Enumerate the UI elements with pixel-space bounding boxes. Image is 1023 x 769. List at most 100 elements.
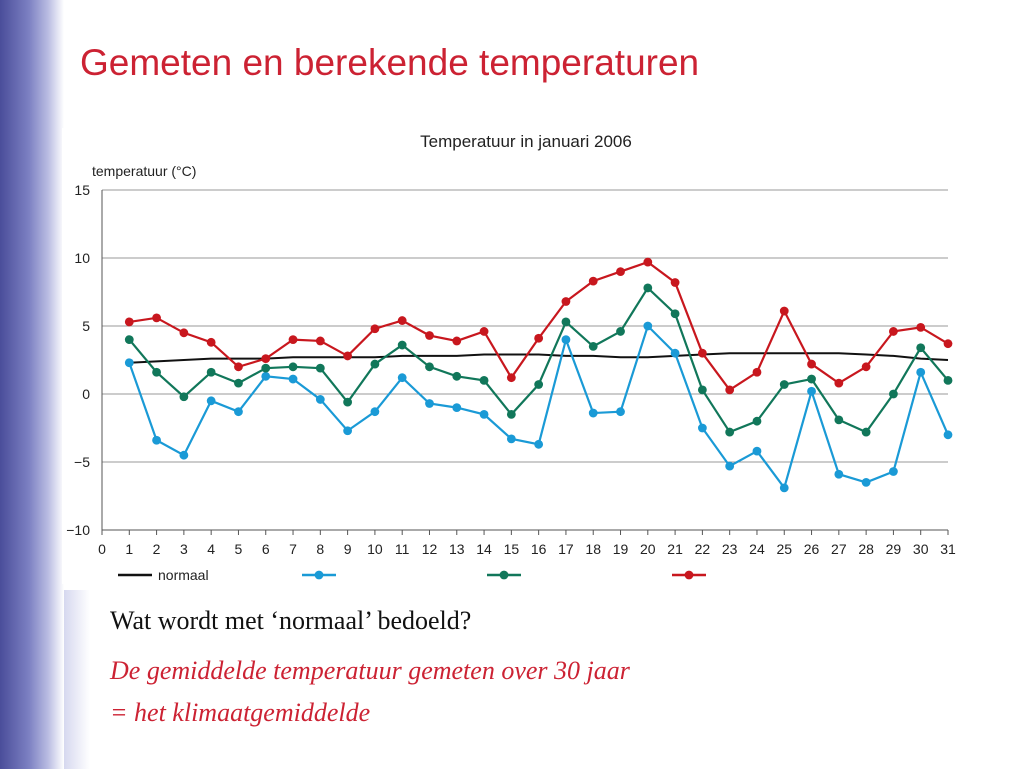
data-point	[261, 363, 271, 373]
data-point	[561, 317, 571, 327]
data-point	[288, 374, 298, 384]
data-point	[889, 389, 898, 399]
data-point	[152, 313, 161, 323]
data-point	[425, 331, 434, 340]
legend-item-1	[302, 570, 336, 580]
x-tick-label: 4	[207, 541, 215, 557]
temperature-chart: Temperatuur in januari 2006 temperatuur …	[62, 128, 960, 584]
x-tick-label: 20	[640, 541, 656, 557]
data-point	[288, 362, 298, 372]
data-point	[479, 376, 489, 385]
legend-item-2	[487, 570, 521, 580]
data-point	[643, 283, 653, 293]
data-point	[534, 333, 544, 343]
data-point	[425, 399, 434, 408]
x-tick-label: 10	[367, 541, 383, 557]
x-tick-label: 1	[125, 541, 133, 557]
data-point	[889, 327, 898, 336]
data-point	[861, 427, 871, 437]
x-tick-label: 25	[776, 541, 792, 557]
data-point	[779, 483, 789, 493]
data-point	[834, 469, 844, 479]
data-point	[725, 427, 735, 437]
data-point	[452, 403, 462, 412]
data-point	[616, 407, 625, 417]
data-point	[288, 335, 298, 344]
x-tick-label: 11	[395, 541, 410, 557]
series-line-1	[128, 323, 950, 491]
data-point	[861, 478, 871, 487]
x-tick-label: 2	[153, 541, 161, 557]
y-tick-label: 0	[82, 386, 90, 402]
answer-line-2: = het klimaatgemiddelde	[110, 698, 371, 727]
data-point	[670, 278, 680, 287]
data-point	[943, 339, 953, 349]
data-point	[206, 367, 216, 377]
legend-label: normaal	[158, 567, 209, 583]
data-point	[234, 378, 243, 388]
data-point	[916, 322, 926, 332]
x-tick-label: 30	[913, 541, 929, 557]
x-tick-label: 15	[504, 541, 520, 557]
y-tick-label: 10	[74, 250, 90, 266]
side-decoration-bar	[0, 0, 64, 769]
data-point	[425, 362, 434, 372]
grid-lines	[102, 189, 948, 531]
data-point	[315, 336, 325, 346]
data-point	[588, 408, 598, 418]
data-point	[670, 348, 680, 358]
y-tick-label: 5	[82, 318, 90, 334]
x-tick-label: 19	[613, 541, 629, 557]
legend-item-3	[672, 570, 706, 580]
legend-item-0: normaal	[118, 567, 209, 583]
data-point	[943, 430, 953, 440]
x-tick-label: 24	[749, 541, 765, 557]
x-tick-label: 5	[235, 541, 243, 557]
data-point	[452, 336, 462, 346]
data-point	[616, 267, 625, 276]
data-point	[479, 327, 489, 336]
x-tick-label: 17	[558, 541, 574, 557]
x-tick-label: 0	[98, 541, 106, 557]
chart-title: Temperatuur in januari 2006	[420, 132, 632, 151]
data-point	[370, 359, 380, 369]
data-point	[588, 342, 598, 351]
data-point	[124, 358, 134, 368]
data-point	[479, 410, 489, 419]
data-point	[234, 407, 243, 417]
x-tick-label: 8	[316, 541, 324, 557]
data-point	[370, 324, 380, 334]
x-tick-label: 12	[422, 541, 438, 557]
data-point	[124, 335, 134, 344]
series-3	[124, 257, 953, 395]
data-point	[179, 392, 189, 402]
data-point	[916, 367, 926, 377]
x-tick-label: 3	[180, 541, 188, 557]
data-point	[397, 316, 407, 325]
data-point	[534, 380, 544, 389]
data-point	[152, 367, 161, 377]
legend-swatch-marker	[499, 570, 509, 580]
data-point	[261, 354, 271, 364]
x-tick-label: 16	[531, 541, 547, 557]
data-point	[697, 423, 707, 433]
x-tick-label: 9	[344, 541, 352, 557]
data-point	[697, 348, 707, 358]
data-point	[752, 446, 762, 456]
side-decoration-fade	[64, 590, 90, 769]
data-point	[261, 371, 271, 381]
data-point	[943, 376, 953, 385]
x-tick-label: 21	[667, 541, 683, 557]
x-tick-label: 31	[940, 541, 956, 557]
data-point	[616, 327, 625, 336]
data-point	[834, 415, 844, 425]
series-line-0	[129, 352, 949, 364]
series-1	[124, 321, 953, 493]
data-point	[807, 386, 816, 396]
legend-swatch-marker	[314, 570, 324, 580]
data-point	[752, 367, 762, 377]
data-point	[452, 371, 462, 381]
data-point	[697, 385, 707, 395]
data-point	[370, 407, 380, 417]
data-point	[343, 351, 353, 361]
